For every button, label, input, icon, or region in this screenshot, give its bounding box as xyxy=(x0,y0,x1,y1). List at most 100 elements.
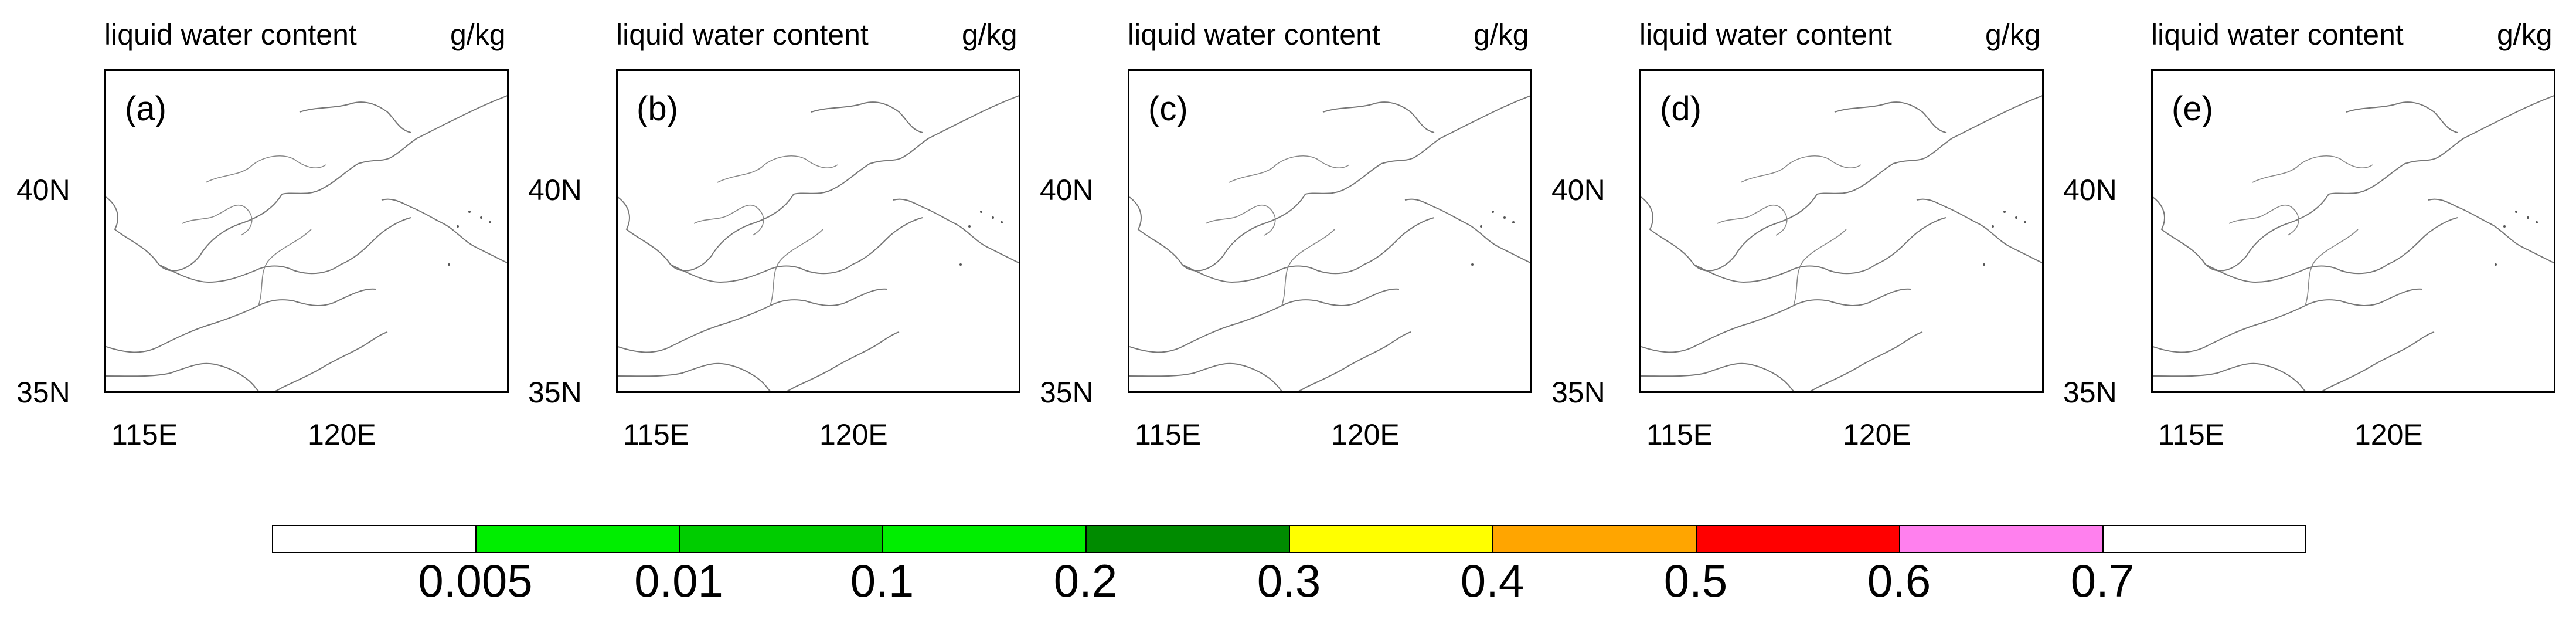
colorbar xyxy=(272,525,2306,554)
island xyxy=(2003,211,2006,213)
lat-label-40n: 40N xyxy=(1040,174,1094,206)
island xyxy=(1492,211,1494,213)
coastline xyxy=(106,331,388,391)
basemap xyxy=(1129,95,1530,393)
coastline xyxy=(1641,288,1911,353)
panel-a: liquid water content g/kg (a) xyxy=(104,0,603,458)
province-border xyxy=(1717,392,1755,393)
basemap xyxy=(106,95,507,393)
lon-label-115e: 115E xyxy=(111,418,178,451)
lat-label-40n: 40N xyxy=(2063,174,2117,206)
province-border xyxy=(693,204,764,236)
map-frame xyxy=(1639,69,2044,393)
coastline xyxy=(299,101,411,133)
province-border xyxy=(770,229,823,306)
province-border xyxy=(1206,392,1244,393)
lat-label-35n: 35N xyxy=(2063,376,2117,409)
island xyxy=(2024,221,2026,223)
colorbar-label-8: 0.7 xyxy=(2070,555,2135,607)
colorbar-box-6 xyxy=(1492,525,1697,553)
coastline xyxy=(106,95,507,272)
panel-units: g/kg xyxy=(1474,18,1529,51)
province-border xyxy=(258,229,312,306)
panel-d: liquid water content g/kg (d) xyxy=(1639,0,2138,458)
coastline xyxy=(618,331,900,391)
colorbar-label-7: 0.6 xyxy=(1867,555,1931,607)
panel-label: (b) xyxy=(637,90,678,128)
lat-label-40n: 40N xyxy=(528,174,582,206)
colorbar-box-4 xyxy=(1085,525,1290,553)
coastline xyxy=(106,288,376,353)
coastline xyxy=(1693,217,1947,283)
province-border xyxy=(1229,155,1350,183)
coastline xyxy=(2205,217,2458,283)
lat-label-40n: 40N xyxy=(16,174,70,206)
island xyxy=(2536,221,2538,223)
lon-label-115e: 115E xyxy=(623,418,690,451)
colorbar-box-1 xyxy=(475,525,680,553)
coastline xyxy=(2153,95,2554,272)
island xyxy=(1001,221,1003,223)
panel-units: g/kg xyxy=(2497,18,2553,51)
island xyxy=(1512,221,1515,223)
coastline xyxy=(2153,331,2435,391)
colorbar-box-0 xyxy=(272,525,477,553)
province-border xyxy=(1717,204,1788,236)
panel-units: g/kg xyxy=(450,18,506,51)
coastline xyxy=(618,288,888,353)
panel-label: (d) xyxy=(1660,90,1702,128)
colorbar-label-6: 0.5 xyxy=(1663,555,1728,607)
coastline xyxy=(1641,331,1923,391)
province-border xyxy=(2252,155,2373,183)
province-border xyxy=(182,392,220,393)
panel-label: (a) xyxy=(125,90,166,128)
coastline xyxy=(1129,331,1411,391)
panel-title: liquid water content xyxy=(616,18,869,51)
island xyxy=(1471,263,1474,266)
island xyxy=(2495,263,2497,266)
island xyxy=(489,221,491,223)
panel-e: liquid water content g/kg (e) xyxy=(2151,0,2576,458)
coastline xyxy=(2153,288,2423,353)
coastline xyxy=(381,198,507,264)
basemap xyxy=(1641,95,2042,393)
province-border xyxy=(694,392,732,393)
lon-label-115e: 115E xyxy=(1646,418,1713,451)
colorbar-box-5 xyxy=(1289,525,1493,553)
island xyxy=(980,211,982,213)
island xyxy=(968,225,971,228)
colorbar-box-9 xyxy=(2102,525,2306,553)
lat-label-35n: 35N xyxy=(1551,376,1605,409)
lat-label-35n: 35N xyxy=(1040,376,1094,409)
colorbar-box-3 xyxy=(882,525,1087,553)
colorbar-label-2: 0.1 xyxy=(850,555,914,607)
colorbar-label-1: 0.01 xyxy=(634,555,723,607)
lon-label-120e: 120E xyxy=(308,418,376,451)
lon-label-120e: 120E xyxy=(2354,418,2423,451)
basemap xyxy=(2153,95,2554,393)
province-border xyxy=(1205,204,1276,236)
province-border xyxy=(2229,392,2267,393)
map-frame xyxy=(104,69,509,393)
coastline xyxy=(618,95,1019,272)
colorbar-box-8 xyxy=(1899,525,2104,553)
island xyxy=(457,225,459,228)
coastline xyxy=(158,217,411,283)
island xyxy=(1992,225,1994,228)
lon-label-120e: 120E xyxy=(1331,418,1400,451)
coastline xyxy=(2346,101,2458,133)
panel-b: liquid water content g/kg (b) xyxy=(616,0,1114,458)
lon-label-115e: 115E xyxy=(1135,418,1202,451)
province-border xyxy=(205,155,326,183)
island xyxy=(2015,216,2017,219)
coastline xyxy=(1129,288,1400,353)
colorbar-label-4: 0.3 xyxy=(1257,555,1321,607)
coastline xyxy=(1129,95,1530,272)
coastline xyxy=(1182,217,1435,283)
colorbar-box-7 xyxy=(1696,525,1900,553)
coastline xyxy=(1322,101,1435,133)
island xyxy=(992,216,994,219)
island xyxy=(1503,216,1506,219)
coastline xyxy=(811,101,923,133)
island xyxy=(1983,263,1985,266)
